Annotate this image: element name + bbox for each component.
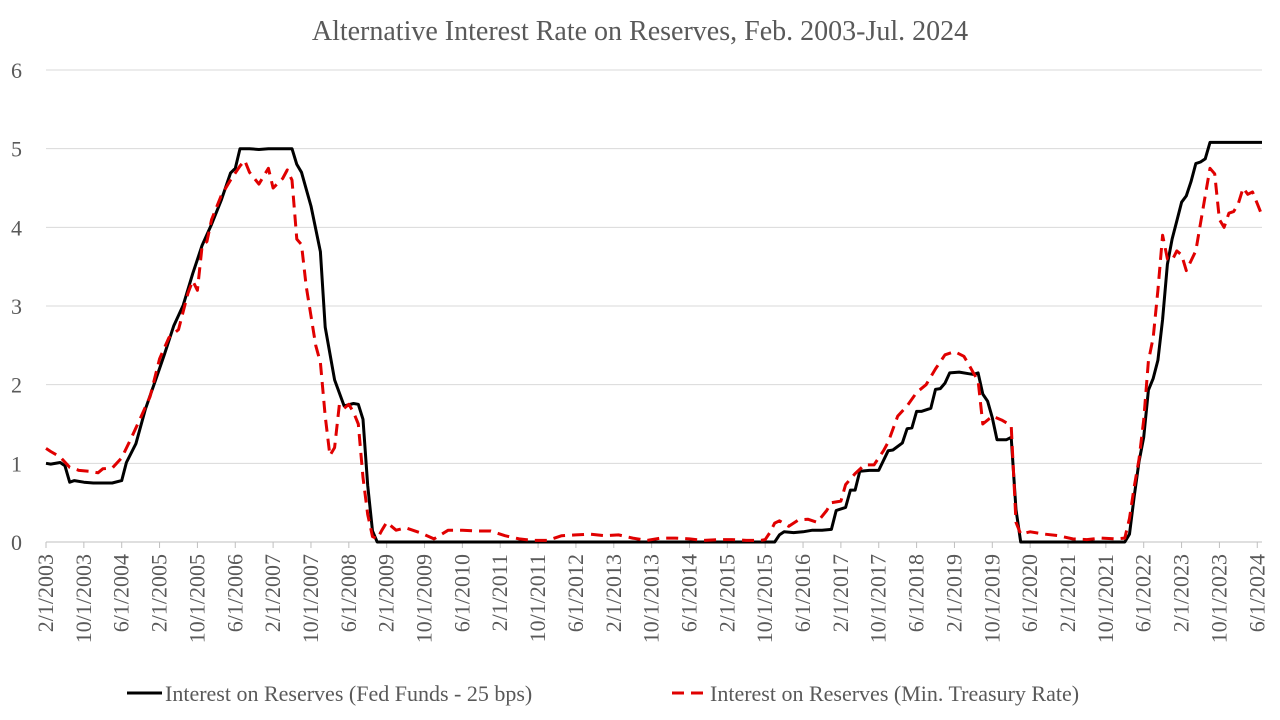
y-tick-label: 2 — [11, 373, 22, 398]
x-tick-label: 6/1/2012 — [563, 554, 588, 632]
series-line-1 — [45, 140, 1262, 544]
x-tick-label: 2/1/2015 — [714, 554, 739, 632]
x-tick-label: 2/1/2013 — [601, 554, 626, 632]
x-tick-label: 2/1/2017 — [828, 554, 853, 632]
x-tick-label: 6/1/2010 — [449, 554, 474, 632]
x-tick-label: 2/1/2019 — [941, 554, 966, 632]
x-tick-label: 10/1/2023 — [1206, 554, 1231, 643]
x-tick-label: 6/1/2020 — [1017, 554, 1042, 632]
x-tick-label: 2/1/2021 — [1055, 554, 1080, 632]
x-tick-label: 10/1/2015 — [752, 554, 777, 643]
x-tick-label: 2/1/2007 — [260, 554, 285, 632]
y-tick-label: 3 — [11, 294, 22, 319]
x-tick-label: 2/1/2023 — [1169, 554, 1194, 632]
x-tick-label: 2/1/2005 — [147, 554, 172, 632]
x-tick-label: 6/1/2014 — [676, 554, 701, 632]
x-tick-label: 6/1/2006 — [222, 554, 247, 632]
x-tick-label: 10/1/2003 — [71, 554, 96, 643]
x-tick-label: 10/1/2017 — [866, 554, 891, 643]
x-tick-label: 10/1/2007 — [298, 554, 323, 643]
x-tick-label: 2/1/2011 — [487, 554, 512, 631]
y-tick-label: 4 — [11, 215, 22, 240]
x-tick-label: 10/1/2011 — [525, 554, 550, 642]
y-tick-label: 5 — [11, 137, 22, 162]
legend-label-1: Interest on Reserves (Fed Funds - 25 bps… — [165, 681, 532, 706]
x-tick-label: 10/1/2019 — [979, 554, 1004, 643]
y-tick-label: 1 — [11, 451, 22, 476]
chart-title: Alternative Interest Rate on Reserves, F… — [312, 16, 968, 47]
x-tick-label: 6/1/2016 — [790, 554, 815, 632]
x-axis-ticks: 2/1/2003 10/1/2003 6/1/2004 2/1/2005 10/1/20… — [33, 542, 1269, 643]
x-tick-label: 6/1/2022 — [1131, 554, 1156, 632]
series-line-2 — [45, 159, 1264, 542]
x-tick-label: 6/1/2024 — [1244, 554, 1269, 632]
x-tick-label: 10/1/2005 — [184, 554, 209, 643]
x-tick-label: 6/1/2004 — [109, 554, 134, 632]
y-axis-ticks: 0 1 2 3 4 5 6 — [11, 58, 22, 555]
y-tick-label: 0 — [11, 530, 22, 555]
gridlines — [46, 69, 1262, 464]
x-tick-label: 10/1/2013 — [639, 554, 664, 643]
x-tick-label: 6/1/2008 — [336, 554, 361, 632]
legend-label-2: Interest on Reserves (Min. Treasury Rate… — [710, 681, 1079, 706]
series-lines — [45, 140, 1264, 544]
y-tick-label: 6 — [11, 58, 22, 83]
x-tick-label: 10/1/2009 — [412, 554, 437, 643]
x-tick-label: 10/1/2021 — [1093, 554, 1118, 643]
x-tick-label: 2/1/2009 — [374, 554, 399, 632]
legend: Interest on Reserves (Fed Funds - 25 bps… — [127, 681, 1079, 706]
x-tick-label: 2/1/2003 — [33, 554, 58, 632]
x-tick-label: 6/1/2018 — [904, 554, 929, 632]
